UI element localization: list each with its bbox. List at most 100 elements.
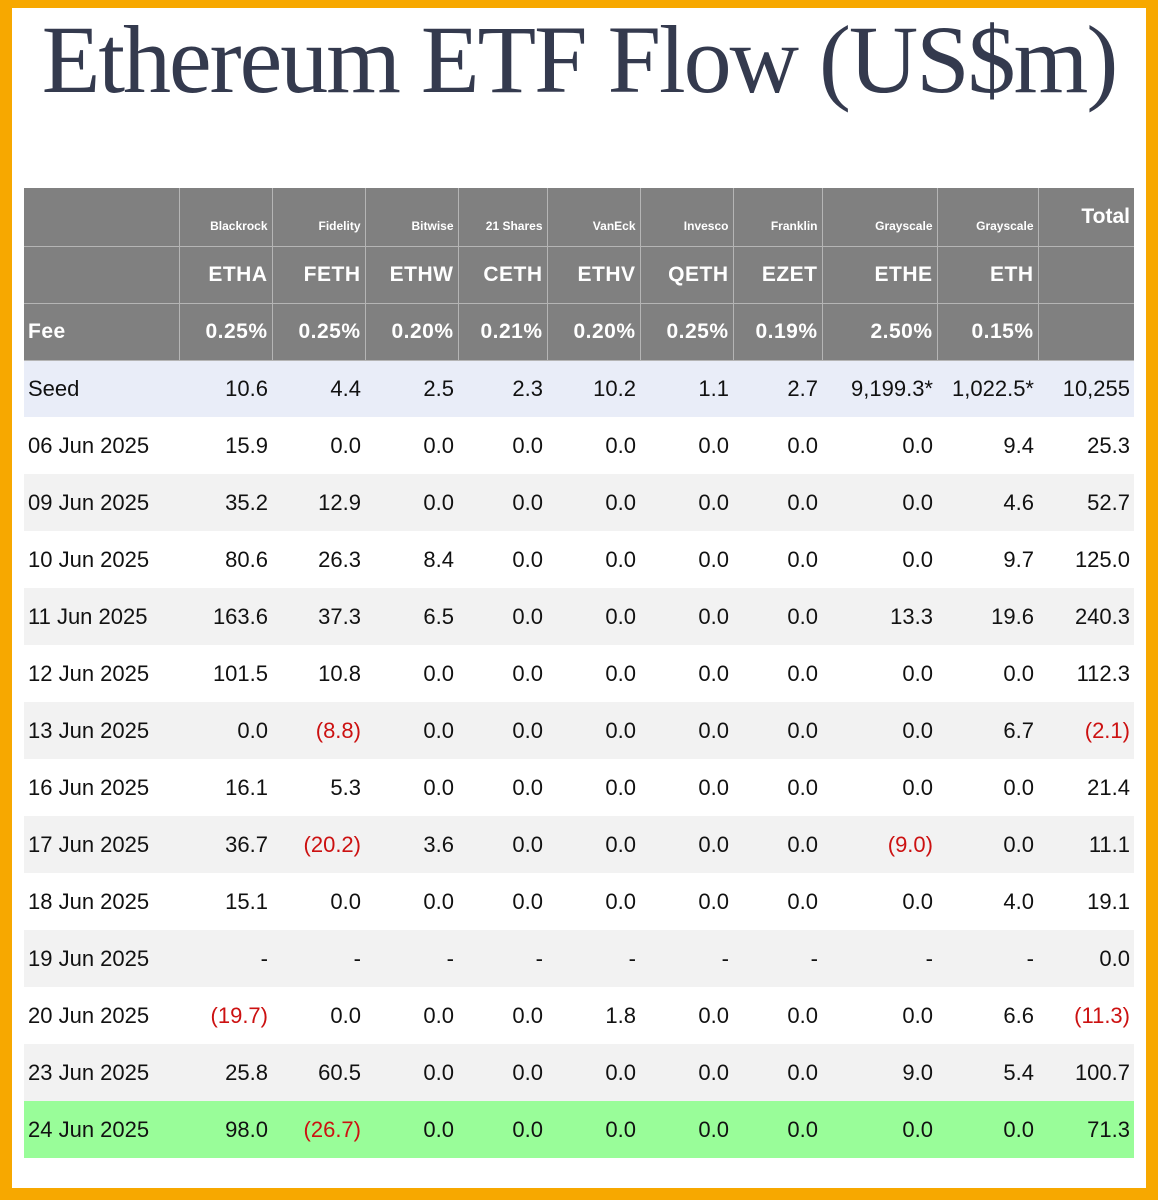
total-cell: 0.0 <box>1038 930 1134 987</box>
total-cell: 11.1 <box>1038 816 1134 873</box>
issuer-header: 21 Shares <box>458 188 548 247</box>
flow-cell: 0.0 <box>365 474 458 531</box>
row-label: 13 Jun 2025 <box>24 702 179 759</box>
flow-cell: 0.0 <box>822 417 937 474</box>
flow-cell: 0.0 <box>365 417 458 474</box>
flow-cell: 4.0 <box>937 873 1038 930</box>
ticker-header: ETH <box>937 246 1039 304</box>
row-label: 06 Jun 2025 <box>24 417 179 474</box>
flow-cell: 37.3 <box>272 588 365 645</box>
total-header: Total <box>1038 188 1134 247</box>
flow-cell: 12.9 <box>272 474 365 531</box>
flow-cell: 0.0 <box>458 816 547 873</box>
flow-cell: 0.0 <box>822 987 937 1044</box>
flow-cell: 36.7 <box>179 816 272 873</box>
flow-cell: 10.6 <box>179 360 272 417</box>
total-cell: 10,255 <box>1038 360 1134 417</box>
flow-cell: 0.0 <box>458 417 547 474</box>
flow-cell: 25.8 <box>179 1044 272 1101</box>
table-row: 20 Jun 2025 (19.7) 0.0 0.0 0.0 1.8 0.0 0.0 0.0 6.… <box>24 987 1134 1044</box>
header-corner-cell <box>24 188 180 247</box>
flow-cell: (19.7) <box>179 987 272 1044</box>
flow-cell: 13.3 <box>822 588 937 645</box>
flow-cell: 0.0 <box>640 1101 733 1158</box>
flow-cell: 16.1 <box>179 759 272 816</box>
flow-cell: 0.0 <box>272 987 365 1044</box>
etf-flow-table: Blackrock Fidelity Bitwise 21 Shares Van… <box>24 188 1134 1158</box>
flow-cell: 10.2 <box>547 360 640 417</box>
table-row: 17 Jun 2025 36.7 (20.2) 3.6 0.0 0.0 0.0 0.0 (9.0… <box>24 816 1134 873</box>
flow-cell: 0.0 <box>822 645 937 702</box>
flow-cell: 2.7 <box>733 360 822 417</box>
flow-cell: 0.0 <box>733 1044 822 1101</box>
flow-cell: 0.0 <box>937 645 1038 702</box>
total-cell: 25.3 <box>1038 417 1134 474</box>
fee-value: 0.19% <box>733 303 823 361</box>
flow-cell: 60.5 <box>272 1044 365 1101</box>
table-row: 16 Jun 2025 16.1 5.3 0.0 0.0 0.0 0.0 0.0 0.0 0.0 2… <box>24 759 1134 816</box>
row-label: 10 Jun 2025 <box>24 531 179 588</box>
total-cell: 52.7 <box>1038 474 1134 531</box>
fee-value: 0.21% <box>458 303 548 361</box>
flow-cell: 5.4 <box>937 1044 1038 1101</box>
flow-cell: 1,022.5* <box>937 360 1038 417</box>
flow-cell: - <box>733 930 822 987</box>
flow-cell: 0.0 <box>640 474 733 531</box>
flow-cell: 35.2 <box>179 474 272 531</box>
flow-cell: 0.0 <box>640 987 733 1044</box>
row-label: 09 Jun 2025 <box>24 474 179 531</box>
table-row: 10 Jun 2025 80.6 26.3 8.4 0.0 0.0 0.0 0.0 0.0 9.7… <box>24 531 1134 588</box>
flow-cell: 9.4 <box>937 417 1038 474</box>
flow-cell: 0.0 <box>733 873 822 930</box>
flow-cell: 80.6 <box>179 531 272 588</box>
page-title: Ethereum ETF Flow (US$m) <box>41 6 1119 113</box>
row-label: 23 Jun 2025 <box>24 1044 179 1101</box>
flow-cell: 0.0 <box>365 1101 458 1158</box>
flow-cell: 0.0 <box>640 588 733 645</box>
fee-value: 0.20% <box>547 303 641 361</box>
flow-cell: 19.6 <box>937 588 1038 645</box>
flow-cell: 0.0 <box>547 873 640 930</box>
total-cell: 240.3 <box>1038 588 1134 645</box>
flow-cell: - <box>272 930 365 987</box>
flow-cell: 0.0 <box>733 645 822 702</box>
flow-cell: (26.7) <box>272 1101 365 1158</box>
flow-cell: 0.0 <box>733 1101 822 1158</box>
ticker-header: ETHA <box>179 246 273 304</box>
header-blank-cell <box>24 246 180 304</box>
flow-cell: 0.0 <box>458 531 547 588</box>
flow-cell: - <box>822 930 937 987</box>
flow-cell: 2.3 <box>458 360 547 417</box>
row-label: 19 Jun 2025 <box>24 930 179 987</box>
flow-cell: 6.6 <box>937 987 1038 1044</box>
flow-cell: 6.7 <box>937 702 1038 759</box>
flow-cell: 0.0 <box>733 816 822 873</box>
flow-cell: 0.0 <box>458 474 547 531</box>
total-cell: (11.3) <box>1038 987 1134 1044</box>
flow-cell: 9,199.3* <box>822 360 937 417</box>
ticker-header: ETHE <box>822 246 938 304</box>
flow-cell: 9.7 <box>937 531 1038 588</box>
flow-cell: 3.6 <box>365 816 458 873</box>
flow-cell: 0.0 <box>822 873 937 930</box>
flow-cell: 0.0 <box>547 1044 640 1101</box>
flow-cell: 0.0 <box>458 1044 547 1101</box>
flow-cell: 0.0 <box>733 759 822 816</box>
table-row: 13 Jun 2025 0.0 (8.8) 0.0 0.0 0.0 0.0 0.0 0.0 6.7… <box>24 702 1134 759</box>
ticker-header: EZET <box>733 246 823 304</box>
flow-cell: 15.1 <box>179 873 272 930</box>
flow-cell: 0.0 <box>458 987 547 1044</box>
flow-cell: 101.5 <box>179 645 272 702</box>
table-row: 18 Jun 2025 15.1 0.0 0.0 0.0 0.0 0.0 0.0 0.0 4.0 1… <box>24 873 1134 930</box>
flow-cell: 0.0 <box>640 531 733 588</box>
flow-cell: 4.4 <box>272 360 365 417</box>
flow-cell: 0.0 <box>937 816 1038 873</box>
flow-cell: 0.0 <box>640 417 733 474</box>
flow-cell: 1.8 <box>547 987 640 1044</box>
total-cell: 19.1 <box>1038 873 1134 930</box>
flow-cell: 0.0 <box>547 588 640 645</box>
table-row: 09 Jun 2025 35.2 12.9 0.0 0.0 0.0 0.0 0.0 0.0 4.6… <box>24 474 1134 531</box>
row-label: 12 Jun 2025 <box>24 645 179 702</box>
flow-cell: 1.1 <box>640 360 733 417</box>
issuer-header: Grayscale <box>822 188 938 247</box>
